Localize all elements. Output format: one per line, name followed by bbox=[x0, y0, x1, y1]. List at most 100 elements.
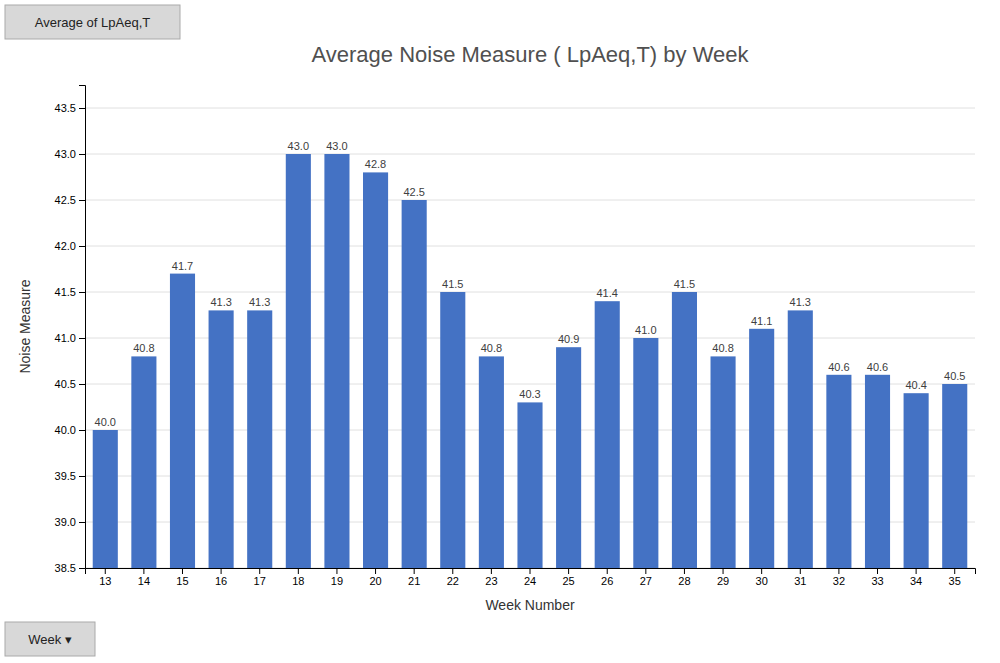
y-tick-label: 40.0 bbox=[55, 424, 76, 436]
x-tick-mark bbox=[452, 568, 453, 574]
bar bbox=[479, 356, 504, 568]
x-tick-mark bbox=[336, 568, 337, 574]
x-tick-mark bbox=[954, 568, 955, 574]
x-tick-label: 13 bbox=[99, 575, 111, 587]
x-tick-mark bbox=[800, 568, 801, 574]
data-label: 41.1 bbox=[751, 315, 772, 327]
x-tick-mark bbox=[607, 568, 608, 574]
x-tick-mark bbox=[375, 568, 376, 574]
y-tick: 41.5 bbox=[55, 286, 85, 298]
x-tick-label: 20 bbox=[369, 575, 381, 587]
grid-line bbox=[85, 292, 975, 293]
x-tick: 24 bbox=[524, 568, 536, 587]
bar bbox=[942, 384, 967, 568]
x-tick: 14 bbox=[138, 568, 150, 587]
y-tick-mark bbox=[79, 430, 85, 431]
x-tick: 34 bbox=[910, 568, 922, 587]
bar bbox=[556, 347, 581, 568]
x-tick-label: 14 bbox=[138, 575, 150, 587]
data-label: 41.3 bbox=[249, 296, 270, 308]
x-tick: 32 bbox=[833, 568, 845, 587]
x-tick-mark bbox=[838, 568, 839, 574]
data-label: 40.9 bbox=[558, 333, 579, 345]
data-label: 41.5 bbox=[442, 278, 463, 290]
y-tick: 39.5 bbox=[55, 470, 85, 482]
x-tick: 21 bbox=[408, 568, 420, 587]
bar bbox=[286, 154, 311, 568]
x-tick-mark bbox=[761, 568, 762, 574]
data-label: 42.5 bbox=[403, 186, 424, 198]
x-tick-mark bbox=[414, 568, 415, 574]
y-tick: 40.5 bbox=[55, 378, 85, 390]
x-tick: 35 bbox=[949, 568, 961, 587]
bar bbox=[131, 356, 156, 568]
annotation-box: Average of LpAeq,T bbox=[5, 5, 180, 39]
x-tick-mark bbox=[298, 568, 299, 574]
x-tick-label: 19 bbox=[331, 575, 343, 587]
data-label: 43.0 bbox=[326, 140, 347, 152]
y-tick-mark bbox=[79, 384, 85, 385]
x-tick-mark bbox=[568, 568, 569, 574]
bar bbox=[826, 375, 851, 568]
bar bbox=[324, 154, 349, 568]
x-tick-mark bbox=[645, 568, 646, 574]
annotation-box-background bbox=[5, 5, 180, 39]
y-tick: 39.0 bbox=[55, 516, 85, 528]
y-tick-mark bbox=[79, 292, 85, 293]
bar bbox=[93, 430, 118, 568]
x-tick: 18 bbox=[292, 568, 304, 587]
data-label: 41.3 bbox=[210, 296, 231, 308]
data-label: 40.6 bbox=[828, 361, 849, 373]
y-tick: 40.0 bbox=[55, 424, 85, 436]
y-tick-label: 40.5 bbox=[55, 378, 76, 390]
y-tick-mark bbox=[79, 568, 85, 569]
x-tick-label: 24 bbox=[524, 575, 536, 587]
y-tick: 42.0 bbox=[55, 240, 85, 252]
y-tick-mark bbox=[79, 200, 85, 201]
data-label: 41.7 bbox=[172, 260, 193, 272]
y-axis-title: Noise Measure bbox=[17, 279, 33, 373]
data-label: 41.5 bbox=[674, 278, 695, 290]
x-tick: 27 bbox=[640, 568, 652, 587]
x-tick-mark bbox=[105, 568, 106, 574]
x-tick-label: 32 bbox=[833, 575, 845, 587]
x-tick: 23 bbox=[485, 568, 497, 587]
title: Average Noise Measure ( LpAeq,T) by Week bbox=[312, 42, 750, 67]
data-label: 40.3 bbox=[519, 388, 540, 400]
x-tick: 31 bbox=[794, 568, 806, 587]
x-tick-label: 27 bbox=[640, 575, 652, 587]
annotation: Average of LpAeq,T bbox=[35, 15, 150, 30]
y-tick-mark bbox=[79, 246, 85, 247]
x-tick-label: 25 bbox=[562, 575, 574, 587]
bar bbox=[170, 274, 195, 568]
x-tick-mark bbox=[182, 568, 183, 574]
x-tick-label: 26 bbox=[601, 575, 613, 587]
data-label: 40.5 bbox=[944, 370, 965, 382]
x-tick-label: 30 bbox=[756, 575, 768, 587]
x-tick-label: 35 bbox=[949, 575, 961, 587]
y-axis: 38.539.039.540.040.541.041.542.042.543.0… bbox=[55, 86, 86, 575]
bar bbox=[595, 301, 620, 568]
bar bbox=[749, 329, 774, 568]
plot: 40.040.841.741.341.343.043.042.842.541.5… bbox=[55, 86, 976, 663]
data-label: 41.4 bbox=[597, 287, 618, 299]
x-tick: 30 bbox=[756, 568, 768, 587]
x-axis-line bbox=[86, 569, 976, 575]
x-tick-label: 31 bbox=[794, 575, 806, 587]
data-label: 42.8 bbox=[365, 158, 386, 170]
annotation-box-background bbox=[5, 622, 95, 656]
data-label: 40.8 bbox=[712, 342, 733, 354]
y-tick-mark bbox=[79, 154, 85, 155]
data-label: 40.0 bbox=[95, 416, 116, 428]
y-axis-line bbox=[79, 86, 86, 569]
y-tick-label: 39.0 bbox=[55, 516, 76, 528]
grid-line bbox=[85, 108, 975, 109]
bar bbox=[209, 310, 234, 568]
grid-line bbox=[85, 154, 975, 155]
x-tick: 26 bbox=[601, 568, 613, 587]
y-tick-label: 38.5 bbox=[55, 562, 76, 574]
data-label: 41.0 bbox=[635, 324, 656, 336]
y-tick: 42.5 bbox=[55, 194, 85, 206]
y-tick-label: 39.5 bbox=[55, 470, 76, 482]
bars bbox=[93, 154, 968, 568]
